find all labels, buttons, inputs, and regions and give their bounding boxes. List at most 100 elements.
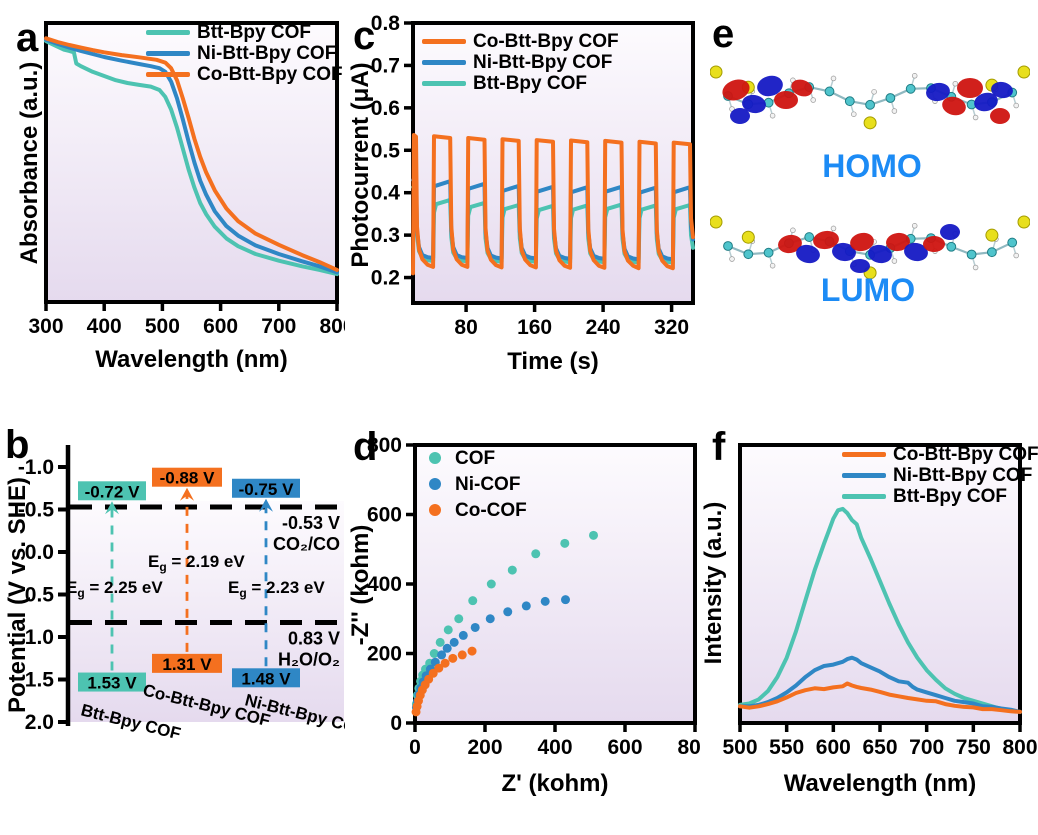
svg-text:200: 200 xyxy=(467,736,502,759)
legend-line-swatch xyxy=(146,51,190,56)
svg-text:500: 500 xyxy=(145,315,180,338)
panel-letter-f: f xyxy=(712,425,726,469)
svg-text:0.5: 0.5 xyxy=(371,139,401,162)
panel-c-chart: 80 160 240 320 0.2 0.3 0.4 0.5 0.6 0.7 0.8 xyxy=(371,12,695,339)
svg-text:Eg = 2.25 eV: Eg = 2.25 eV xyxy=(66,578,163,600)
panel-e-orbitals: e HOMO LUMO xyxy=(700,0,1038,415)
legend-item: Co-Btt-Bpy COF xyxy=(422,31,619,52)
panel-c-x-axis-label: Time (s) xyxy=(507,348,599,375)
legend-item: Btt-Bpy COF xyxy=(842,486,1038,507)
svg-text:160: 160 xyxy=(517,316,552,339)
panel-d-chart: 0 200 400 600 800 0 200 400 600 800 xyxy=(367,434,700,759)
legend-label: Co-Btt-Bpy COF xyxy=(473,31,619,52)
legend-label: Ni-Btt-Bpy COF xyxy=(893,465,1033,486)
legend-item: Co-COF xyxy=(429,497,527,523)
svg-text:600: 600 xyxy=(607,736,642,759)
svg-text:Eg = 2.19 eV: Eg = 2.19 eV xyxy=(148,552,245,574)
svg-text:0: 0 xyxy=(390,712,402,735)
svg-text:1.31 V: 1.31 V xyxy=(162,655,212,674)
svg-text:240: 240 xyxy=(586,316,621,339)
svg-text:80: 80 xyxy=(454,316,477,339)
legend-label: COF xyxy=(455,447,496,469)
legend-line-swatch xyxy=(146,72,190,77)
svg-text:700: 700 xyxy=(261,315,296,338)
svg-text:-0.5: -0.5 xyxy=(18,499,55,522)
panel-d-x-axis-label: Z' (kohm) xyxy=(501,770,609,797)
panel-f-chart: 500 550 600 650 700 750 800 xyxy=(722,443,1038,759)
lumo-orbital-image xyxy=(710,215,1030,280)
svg-text:550: 550 xyxy=(769,736,804,759)
legend-label: Co-COF xyxy=(455,499,527,521)
legend-item: Ni-Btt-Bpy COF xyxy=(842,465,1038,486)
legend-line-swatch xyxy=(422,81,466,86)
legend-line-swatch xyxy=(842,473,886,478)
lumo-label: LUMO xyxy=(820,272,916,308)
svg-text:750: 750 xyxy=(956,736,991,759)
legend-item: Co-Btt-Bpy COF xyxy=(842,444,1038,465)
svg-text:1.53 V: 1.53 V xyxy=(87,674,137,693)
svg-text:800: 800 xyxy=(319,315,345,338)
svg-text:-0.88 V: -0.88 V xyxy=(160,469,215,488)
homo-label: HOMO xyxy=(822,148,922,184)
svg-text:-0.72 V: -0.72 V xyxy=(85,482,140,501)
svg-text:200: 200 xyxy=(367,643,402,666)
legend-label: Btt-Bpy COF xyxy=(197,22,311,43)
svg-text:H₂O/O₂: H₂O/O₂ xyxy=(278,650,340,670)
panel-c-legend: Co-Btt-Bpy COF Ni-Btt-Bpy COF Btt-Bpy CO… xyxy=(422,31,619,94)
svg-text:-1.0: -1.0 xyxy=(18,456,54,479)
panel-c-y-axis-label: Photocurrent (μA) xyxy=(347,62,374,268)
legend-item: Ni-Btt-Bpy COF xyxy=(146,43,343,64)
svg-text:0.5: 0.5 xyxy=(25,584,55,607)
panel-a-y-axis-label: Absorbance (a.u.) xyxy=(16,61,43,265)
panel-letter-a: a xyxy=(16,16,39,60)
svg-text:700: 700 xyxy=(909,736,944,759)
svg-text:0.3: 0.3 xyxy=(371,224,400,247)
svg-text:400: 400 xyxy=(87,315,122,338)
panel-f-y-axis-label: Intensity (a.u.) xyxy=(700,501,727,665)
svg-text:600: 600 xyxy=(816,736,851,759)
panel-c-photocurrent: c 80 160 240 320 0.2 0.3 0.4 0.5 0.6 0.7 0.8 Photo… xyxy=(345,0,700,415)
svg-text:500: 500 xyxy=(722,736,757,759)
legend-line-swatch xyxy=(422,39,466,44)
legend-label: Co-Btt-Bpy COF xyxy=(893,444,1038,465)
legend-line-swatch xyxy=(146,30,190,35)
legend-item: Co-Btt-Bpy COF xyxy=(146,64,343,85)
svg-text:1.48 V: 1.48 V xyxy=(241,669,291,688)
legend-line-swatch xyxy=(422,60,466,65)
legend-dot-swatch xyxy=(429,478,441,490)
svg-text:400: 400 xyxy=(367,573,402,596)
homo-orbital-image xyxy=(710,65,1030,130)
svg-text:1.5: 1.5 xyxy=(25,669,55,692)
legend-item: COF xyxy=(429,445,527,471)
svg-text:1.0: 1.0 xyxy=(25,626,54,649)
svg-text:0: 0 xyxy=(409,736,421,759)
legend-label: Ni-Btt-Bpy COF xyxy=(197,43,337,64)
svg-text:800: 800 xyxy=(1002,736,1037,759)
svg-text:-0.53 V: -0.53 V xyxy=(282,513,340,533)
legend-item: Btt-Bpy COF xyxy=(146,22,343,43)
svg-text:400: 400 xyxy=(537,736,572,759)
svg-text:320: 320 xyxy=(654,316,689,339)
svg-text:0.8: 0.8 xyxy=(371,12,401,35)
panel-a-chart: 300 400 500 600 700 800 xyxy=(28,21,345,338)
svg-text:0.2: 0.2 xyxy=(371,267,400,290)
svg-text:600: 600 xyxy=(367,504,402,527)
panel-d-y-axis-label: -Z'' (kohm) xyxy=(347,524,374,646)
panel-a-x-axis-label: Wavelength (nm) xyxy=(95,346,288,373)
svg-text:800: 800 xyxy=(367,434,402,457)
panel-d-legend: COF Ni-COF Co-COF xyxy=(429,445,527,523)
svg-text:CO₂/CO: CO₂/CO xyxy=(273,534,340,554)
svg-text:600: 600 xyxy=(203,315,238,338)
panel-letter-c: c xyxy=(353,14,376,58)
legend-label: Btt-Bpy COF xyxy=(893,486,1007,507)
svg-text:0.83 V: 0.83 V xyxy=(288,629,340,649)
legend-label: Ni-Btt-Bpy COF xyxy=(473,52,613,73)
svg-text:0.6: 0.6 xyxy=(371,97,400,120)
svg-text:650: 650 xyxy=(862,736,897,759)
legend-line-swatch xyxy=(842,452,886,457)
legend-dot-swatch xyxy=(429,452,441,464)
legend-label: Co-Btt-Bpy COF xyxy=(197,64,343,85)
legend-line-swatch xyxy=(842,494,886,499)
